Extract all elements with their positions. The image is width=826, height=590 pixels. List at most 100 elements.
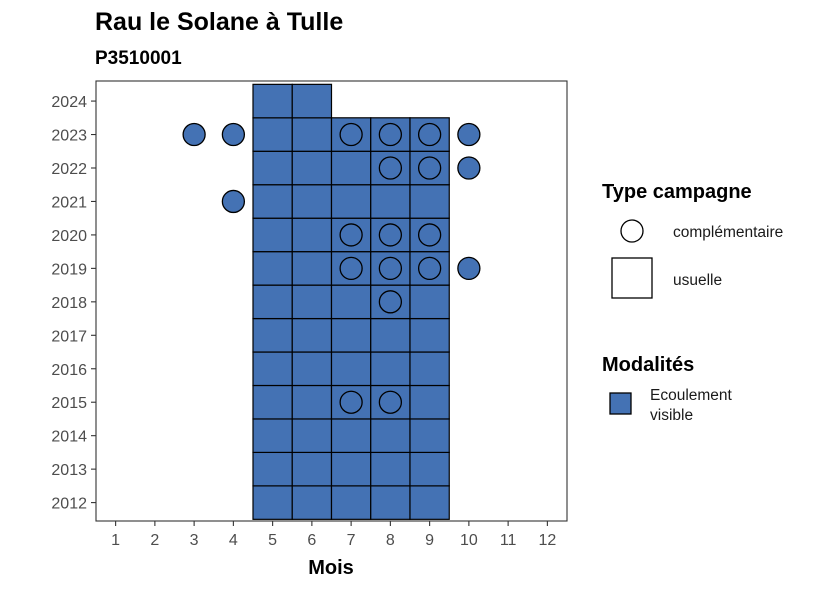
tile-2019-8 bbox=[370, 251, 411, 286]
legend-label-usuelle: usuelle bbox=[673, 272, 722, 289]
x-tick-label-5: 5 bbox=[268, 532, 277, 549]
point-2023-8 bbox=[378, 122, 403, 147]
tile-2016-5 bbox=[252, 351, 293, 387]
legend-modalites: Modalités Ecoulement visible bbox=[602, 354, 733, 424]
tile-2012-8 bbox=[370, 485, 411, 520]
y-tick-label-2024: 2024 bbox=[51, 94, 87, 111]
y-tick-label-2014: 2014 bbox=[51, 429, 87, 446]
tile-2014-5 bbox=[252, 418, 293, 454]
point-2019-10 bbox=[457, 256, 481, 281]
point-2022-10 bbox=[457, 156, 481, 180]
tile-2020-8 bbox=[370, 217, 411, 253]
x-tick-label-1: 1 bbox=[111, 532, 120, 549]
point-2022-9 bbox=[417, 156, 442, 180]
tile-2015-6 bbox=[291, 384, 333, 420]
x-tick-label-7: 7 bbox=[347, 532, 356, 549]
tile-2018-6 bbox=[291, 284, 333, 320]
point-2019-7 bbox=[339, 256, 363, 281]
y-tick-label-2021: 2021 bbox=[51, 194, 87, 211]
tiles bbox=[252, 83, 450, 520]
tile-2012-5 bbox=[252, 485, 293, 520]
tile-2016-8 bbox=[370, 351, 411, 387]
tile-2012-7 bbox=[330, 485, 372, 520]
tile-2014-6 bbox=[291, 418, 333, 454]
legend-key-square bbox=[611, 257, 653, 299]
tile-2020-6 bbox=[291, 217, 333, 253]
point-2020-7 bbox=[339, 223, 363, 247]
tile-2023-7 bbox=[330, 117, 372, 152]
tile-2020-7 bbox=[330, 217, 372, 253]
tile-2014-9 bbox=[409, 418, 450, 454]
tile-2015-8 bbox=[370, 384, 411, 420]
tile-2021-9 bbox=[409, 184, 450, 219]
tile-2017-6 bbox=[291, 317, 333, 353]
y-tick-label-2019: 2019 bbox=[51, 261, 87, 278]
point-2018-8 bbox=[378, 290, 403, 314]
point-2021-4 bbox=[221, 189, 246, 214]
tile-2023-5 bbox=[252, 117, 293, 152]
tile-2023-8 bbox=[370, 117, 411, 152]
y-tick-label-2020: 2020 bbox=[51, 228, 87, 245]
tile-2015-5 bbox=[252, 384, 293, 420]
tile-2012-9 bbox=[409, 485, 450, 520]
tile-2022-5 bbox=[252, 150, 293, 186]
point-2023-7 bbox=[339, 122, 363, 147]
x-tick-label-11: 11 bbox=[500, 532, 517, 549]
point-2023-3 bbox=[182, 122, 206, 147]
tile-2024-6 bbox=[291, 83, 333, 119]
point-2023-9 bbox=[417, 122, 442, 147]
legend-label-complementaire: complémentaire bbox=[673, 224, 783, 241]
tile-2017-9 bbox=[409, 317, 450, 353]
tile-2022-7 bbox=[330, 150, 372, 186]
legend-key-filled-square bbox=[609, 392, 632, 415]
tile-2013-6 bbox=[291, 451, 333, 487]
legend-label-line-2: visible bbox=[650, 407, 693, 424]
tile-2021-8 bbox=[370, 184, 411, 219]
legend-title-type-campagne: Type campagne bbox=[602, 181, 752, 203]
x-axis: 1 2 3 4 5 6 7 8 9 10 11 12 bbox=[111, 521, 556, 549]
plot-area bbox=[95, 80, 568, 522]
tile-2023-6 bbox=[291, 117, 333, 152]
point-2015-7 bbox=[339, 390, 363, 414]
tile-2016-9 bbox=[409, 351, 450, 387]
tile-2022-8 bbox=[370, 150, 411, 186]
point-2020-9 bbox=[417, 223, 442, 247]
x-tick-label-3: 3 bbox=[190, 532, 199, 549]
legend-type-campagne: Type campagne complémentaire usuelle bbox=[602, 181, 783, 299]
tile-2017-5 bbox=[252, 317, 293, 353]
legend-label-line-1: Ecoulement bbox=[650, 387, 733, 404]
tile-2024-5 bbox=[252, 83, 293, 119]
chart-title: Rau le Solane à Tulle bbox=[95, 8, 343, 36]
tile-2012-6 bbox=[291, 485, 333, 520]
tile-2021-6 bbox=[291, 184, 333, 219]
tile-2020-9 bbox=[409, 217, 450, 253]
y-tick-label-2017: 2017 bbox=[51, 328, 87, 345]
point-2019-9 bbox=[417, 256, 442, 281]
tile-2018-5 bbox=[252, 284, 293, 320]
tile-2019-5 bbox=[252, 251, 293, 286]
tile-2014-8 bbox=[370, 418, 411, 454]
x-tick-label-8: 8 bbox=[386, 532, 395, 549]
tile-2017-7 bbox=[330, 317, 372, 353]
tile-2020-5 bbox=[252, 217, 293, 253]
tile-2013-5 bbox=[252, 451, 293, 487]
tile-2021-7 bbox=[330, 184, 372, 219]
y-tick-label-2013: 2013 bbox=[51, 462, 87, 479]
points bbox=[182, 122, 481, 414]
tile-2022-6 bbox=[291, 150, 333, 186]
x-tick-label-2: 2 bbox=[150, 532, 159, 549]
tile-2022-9 bbox=[409, 150, 450, 186]
tile-2017-8 bbox=[370, 317, 411, 353]
point-2022-8 bbox=[378, 156, 403, 180]
point-2023-10 bbox=[457, 122, 481, 147]
x-tick-label-6: 6 bbox=[307, 532, 316, 549]
x-tick-label-9: 9 bbox=[425, 532, 434, 549]
point-2019-8 bbox=[378, 256, 403, 281]
y-tick-label-2016: 2016 bbox=[51, 362, 87, 379]
point-2023-4 bbox=[221, 122, 246, 147]
tile-2018-8 bbox=[370, 284, 411, 320]
tile-2014-7 bbox=[330, 418, 372, 454]
tile-2013-7 bbox=[330, 451, 372, 487]
tile-2015-7 bbox=[330, 384, 372, 420]
